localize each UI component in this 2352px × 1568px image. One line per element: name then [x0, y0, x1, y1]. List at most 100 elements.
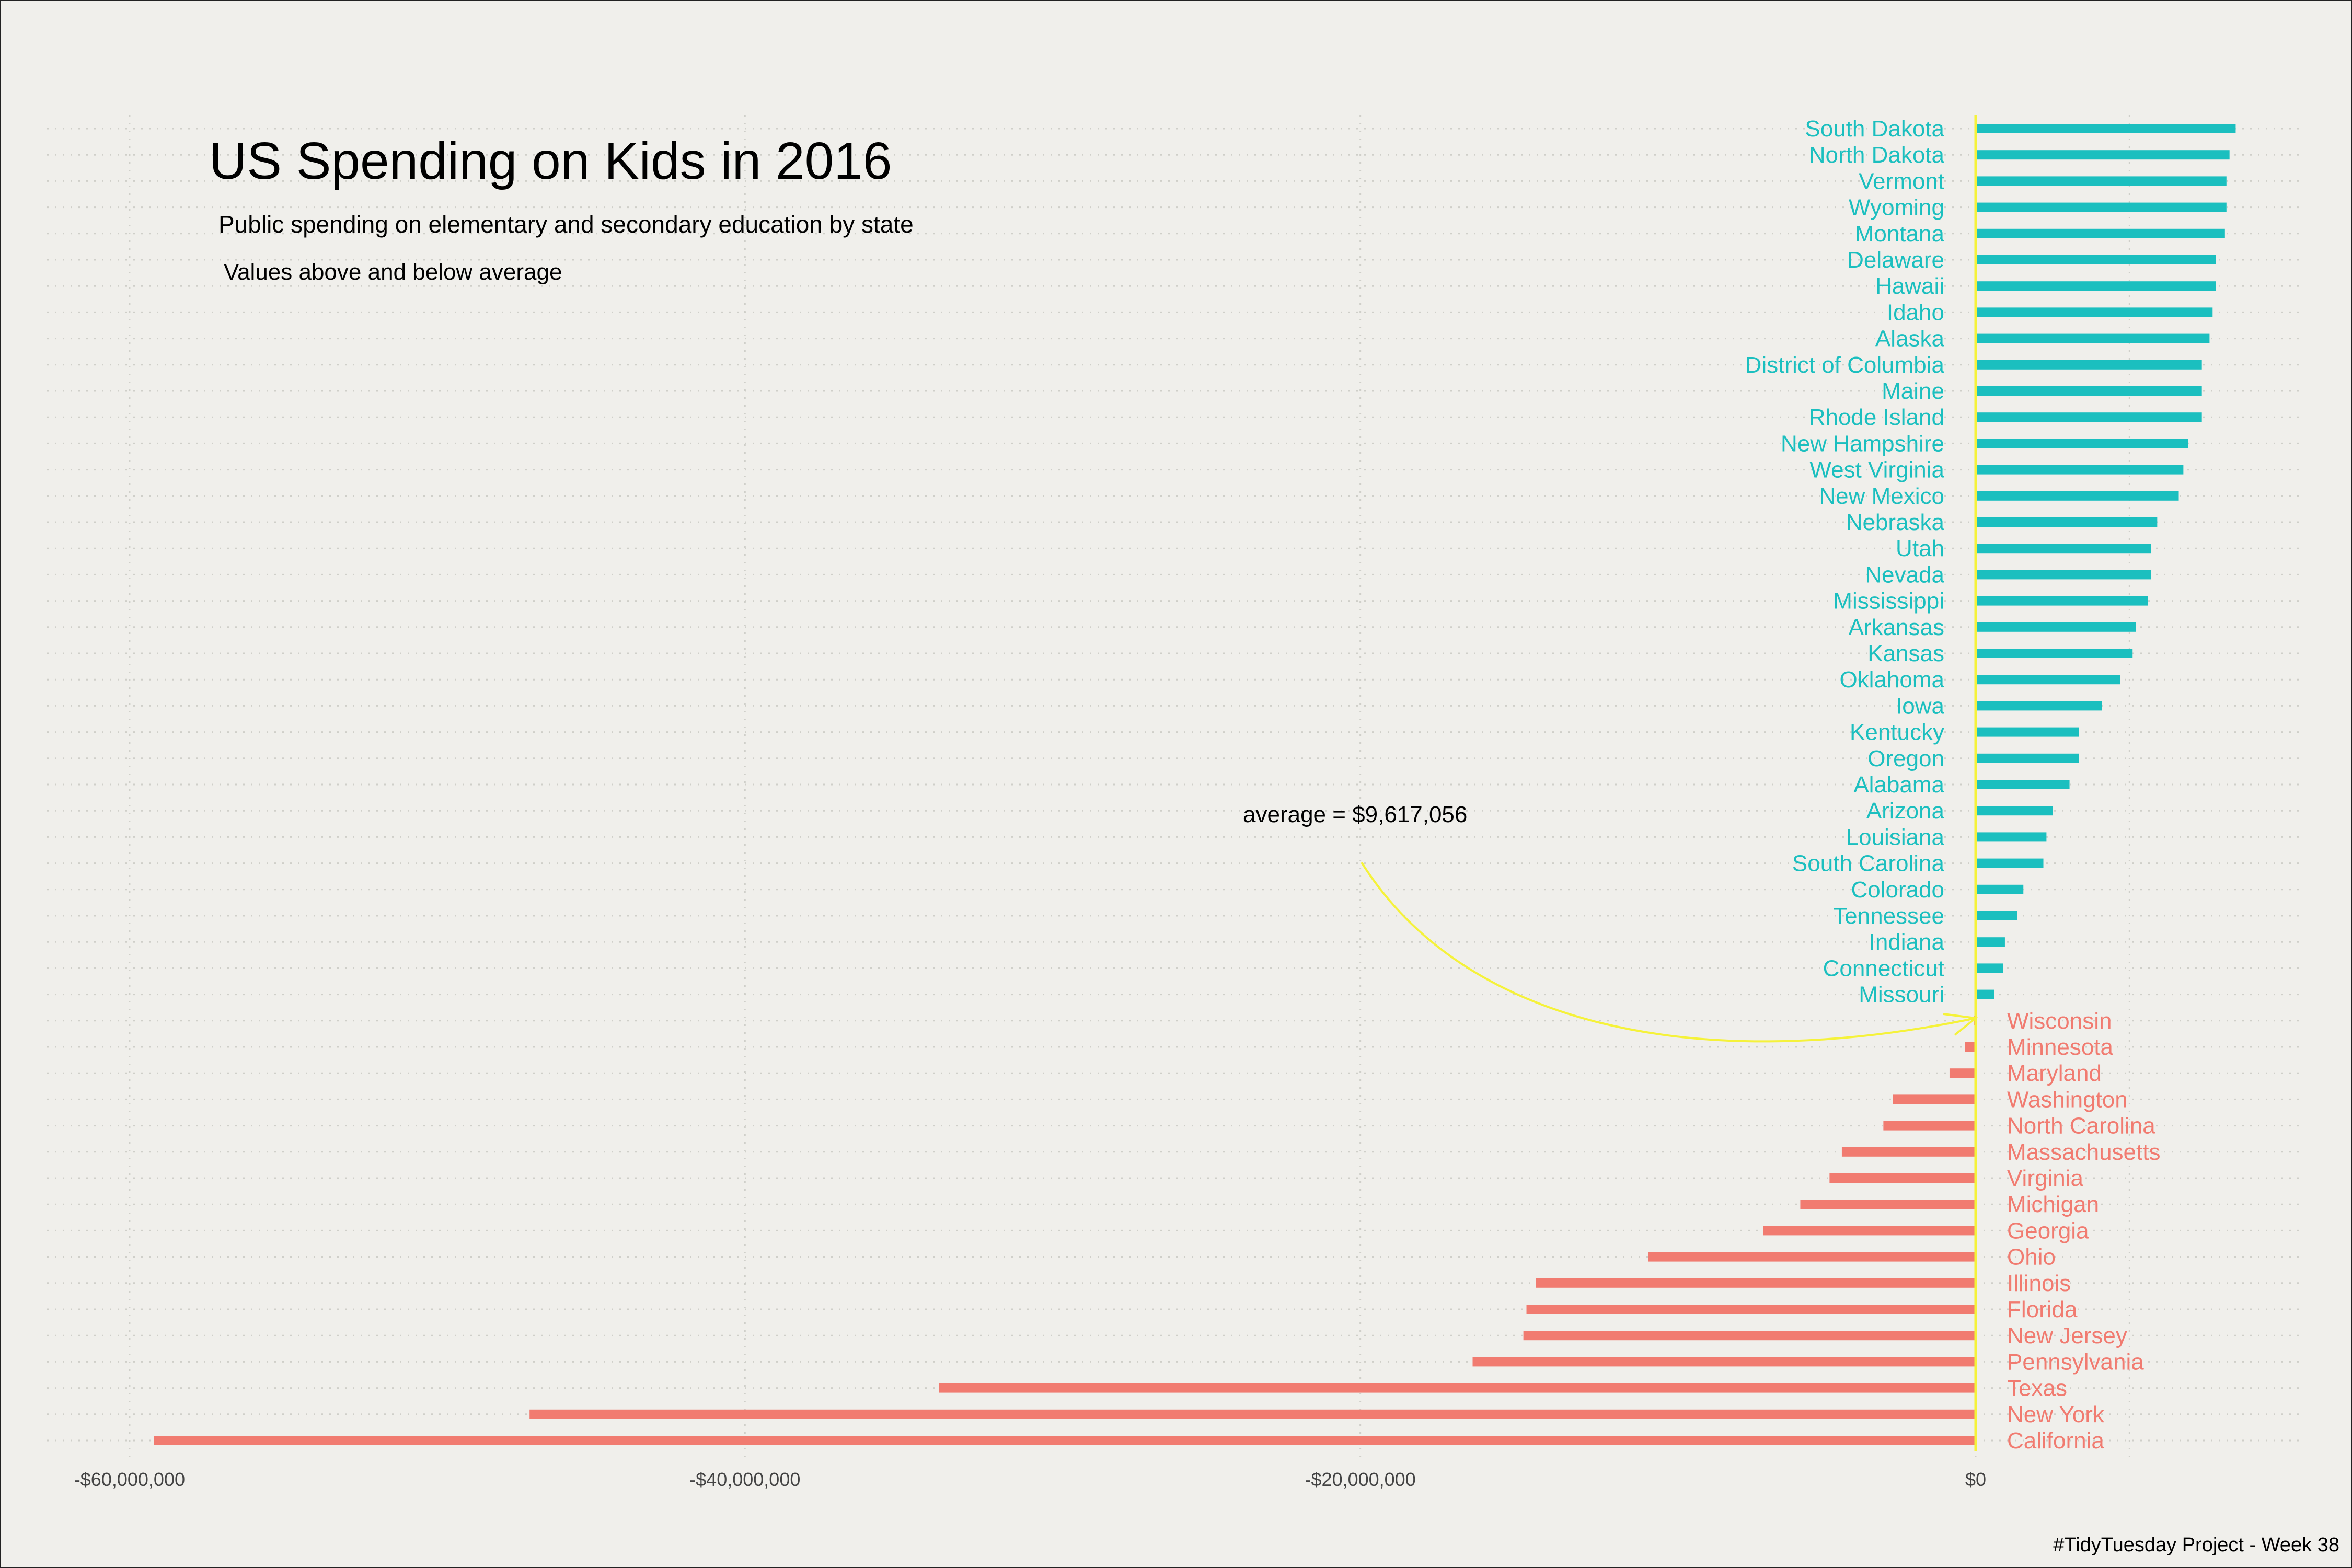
category-label: West Virginia: [1809, 457, 1944, 483]
bar: [1976, 727, 2079, 737]
category-label: Texas: [2007, 1376, 2067, 1401]
bar: [1976, 491, 2179, 501]
x-tick-label: -$40,000,000: [689, 1469, 800, 1490]
grid-lines: [47, 115, 2305, 1463]
bar: [1841, 1147, 1976, 1157]
bar: [1976, 386, 2202, 396]
chart-title: US Spending on Kids in 2016: [209, 132, 892, 190]
bar: [1976, 333, 2210, 343]
bar: [1976, 570, 2151, 580]
category-label: Wisconsin: [2007, 1008, 2112, 1034]
category-label: Washington: [2007, 1087, 2128, 1112]
category-label: Arizona: [1866, 798, 1945, 824]
x-axis-ticks: -$60,000,000 -$40,000,000 -$20,000,000 $0: [74, 1469, 1986, 1490]
category-label: Pennsylvania: [2007, 1349, 2144, 1375]
annotation-arrow: [1361, 861, 1976, 1043]
bar: [1976, 150, 2230, 160]
bar: [1976, 255, 2216, 264]
bar: [1536, 1278, 1976, 1288]
category-label: North Dakota: [1809, 142, 1945, 168]
category-label: Florida: [2007, 1297, 2078, 1322]
bar: [1976, 281, 2216, 291]
bar: [1976, 596, 2148, 606]
category-label: New Mexico: [1819, 483, 1944, 509]
category-label: Connecticut: [1823, 955, 1944, 981]
category-label: Hawaii: [1875, 273, 1944, 299]
bar: [1976, 176, 2227, 186]
bar: [1883, 1121, 1976, 1131]
category-label: District of Columbia: [1745, 352, 1945, 378]
x-tick-label: $0: [1965, 1469, 1986, 1490]
category-label: New York: [2007, 1402, 2105, 1427]
category-label: Rhode Island: [1809, 405, 1944, 430]
bar: [1976, 202, 2227, 212]
category-label: Virginia: [2007, 1166, 2083, 1191]
bar: [1976, 753, 2079, 763]
category-label: Alaska: [1875, 326, 1945, 352]
category-label: Mississippi: [1833, 589, 1944, 614]
bar: [1893, 1094, 1976, 1104]
category-label: Massachusetts: [2007, 1139, 2160, 1165]
annotation-arrow-head: [1943, 1013, 1978, 1036]
bar: [1829, 1173, 1976, 1183]
bar: [1976, 937, 2005, 947]
bar: [1976, 806, 2053, 816]
category-label: North Carolina: [2007, 1113, 2155, 1139]
category-label: Oregon: [1867, 746, 1944, 771]
x-tick-label: -$60,000,000: [74, 1469, 185, 1490]
category-label: Nebraska: [1846, 510, 1945, 535]
bar: [154, 1436, 1976, 1445]
bar: [1976, 307, 2213, 317]
category-label: Delaware: [1847, 247, 1944, 273]
bar: [1976, 124, 2236, 133]
bar: [1526, 1305, 1976, 1314]
bar: [1976, 911, 2017, 920]
category-label: Illinois: [2007, 1271, 2071, 1296]
category-label: Maryland: [2007, 1060, 2102, 1086]
category-label: Ohio: [2007, 1244, 2056, 1270]
chart-caption: #TidyTuesday Project - Week 38: [2053, 1534, 2339, 1556]
chart-subsubtitle: Values above and below average: [224, 259, 562, 285]
bar: [1976, 412, 2202, 422]
category-label: Arkansas: [1849, 615, 1944, 640]
category-label: Wyoming: [1849, 195, 1944, 221]
category-label: Michigan: [2007, 1192, 2099, 1217]
bar: [1976, 989, 1994, 999]
category-label: Alabama: [1853, 772, 1944, 798]
category-label: South Dakota: [1805, 116, 1944, 142]
category-label: Kentucky: [1850, 720, 1944, 745]
bar: [1976, 701, 2102, 711]
bar: [1648, 1252, 1976, 1262]
bar: [1965, 1042, 1976, 1052]
category-label: Kansas: [1867, 641, 1944, 666]
category-label: Louisiana: [1846, 824, 1945, 850]
category-label: Georgia: [2007, 1218, 2089, 1243]
bar: [1976, 780, 2070, 789]
bar: [529, 1409, 1976, 1419]
category-label: Vermont: [1859, 168, 1944, 194]
bar: [1976, 228, 2225, 238]
bar: [1976, 360, 2202, 370]
category-label: Minnesota: [2007, 1034, 2114, 1060]
average-annotation: average = $9,617,056: [1243, 802, 1467, 827]
bar: [1949, 1068, 1976, 1078]
bar: [1976, 858, 2044, 868]
bar: [1523, 1331, 1976, 1341]
bar: [1976, 649, 2133, 658]
category-label: Maine: [1882, 378, 1944, 404]
category-label: Missouri: [1859, 982, 1944, 1008]
bar: [1976, 439, 2188, 448]
bar: [1763, 1226, 1976, 1236]
bar: [939, 1383, 1976, 1393]
bar: [1976, 675, 2120, 685]
category-label: South Carolina: [1792, 851, 1945, 877]
category-label: Colorado: [1851, 877, 1944, 903]
category-label: New Jersey: [2007, 1323, 2127, 1348]
bar: [1976, 517, 2158, 527]
category-label: Utah: [1896, 536, 1944, 561]
bar: [1976, 544, 2151, 554]
bar: [1976, 884, 2024, 894]
x-tick-label: -$20,000,000: [1305, 1469, 1416, 1490]
